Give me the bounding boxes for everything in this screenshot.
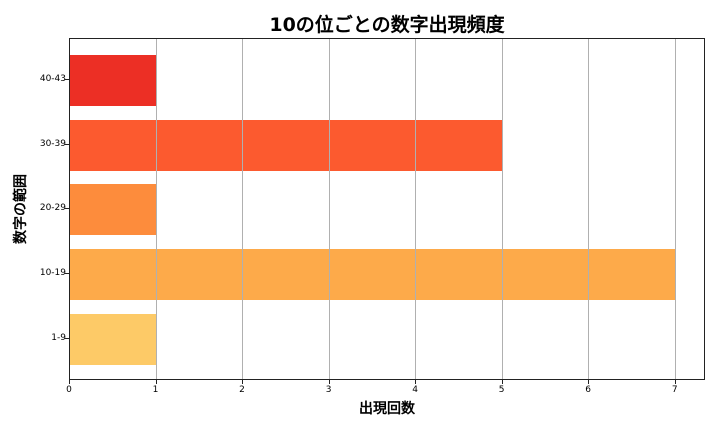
bar-40-43 <box>70 54 157 106</box>
x-tick-mark <box>501 380 503 384</box>
x-tick-mark <box>415 380 417 384</box>
x-tick-label: 1 <box>152 385 159 395</box>
x-tick-label: 4 <box>412 385 418 395</box>
bar-20-29 <box>70 183 157 235</box>
x-axis-label: 出現回数 <box>359 401 415 417</box>
gridline <box>242 39 244 379</box>
x-tick-mark <box>328 380 330 384</box>
gridline <box>674 39 676 379</box>
bar-1-9 <box>70 313 157 365</box>
y-tick-label: 1-9 <box>51 333 66 343</box>
y-tick-mark <box>65 144 69 145</box>
bar-30-39 <box>70 119 503 171</box>
y-tick-label: 40-43 <box>39 74 66 84</box>
x-tick-mark <box>588 380 590 384</box>
x-tick-label: 7 <box>671 385 678 395</box>
y-axis-label: 数字の範囲 <box>13 174 29 244</box>
gridline <box>588 39 590 379</box>
x-tick-mark <box>69 380 70 384</box>
x-tick-mark <box>242 380 244 384</box>
x-tick-mark <box>155 380 157 384</box>
bar-10-19 <box>70 248 676 300</box>
y-tick-label: 20-29 <box>39 203 66 213</box>
plot-area <box>69 38 705 380</box>
y-tick-label: 10-19 <box>39 268 66 278</box>
chart-title: 10の位ごとの数字出現頻度 <box>269 14 505 36</box>
gridline <box>415 39 417 379</box>
x-tick-mark <box>674 380 676 384</box>
y-tick-mark <box>65 338 69 339</box>
y-tick-label: 30-39 <box>39 139 66 149</box>
x-tick-label: 3 <box>325 385 332 395</box>
x-tick-label: 0 <box>66 385 72 395</box>
gridline <box>328 39 330 379</box>
gridline <box>501 39 503 379</box>
y-tick-mark <box>65 273 69 274</box>
x-tick-label: 2 <box>239 385 245 395</box>
x-tick-label: 5 <box>498 385 505 395</box>
x-tick-label: 6 <box>585 385 592 395</box>
y-tick-mark <box>65 208 69 209</box>
y-tick-mark <box>65 79 69 80</box>
gridline <box>155 39 157 379</box>
